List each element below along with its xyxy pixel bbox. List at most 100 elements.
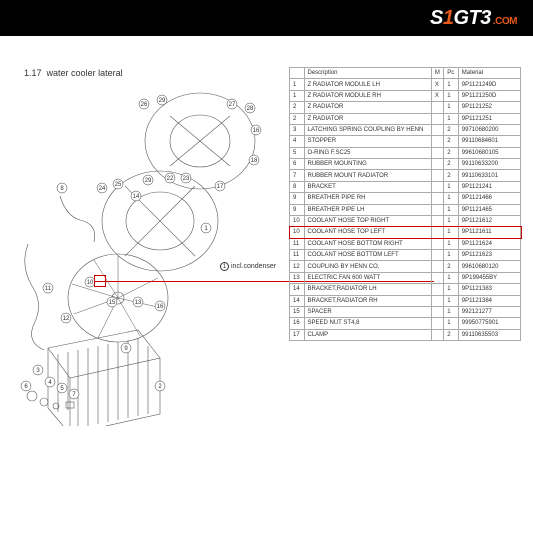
parts-table: Description M Pc Material 1Z RADIATOR MO… — [289, 67, 521, 341]
callout-15: 15 — [107, 297, 117, 307]
table-row: 11COOLANT HOSE BOTTOM LEFT19P1121623 — [290, 250, 521, 261]
callout-6: 6 — [21, 381, 31, 391]
cell-desc: BREATHER PIPE LH — [304, 204, 431, 215]
callout-4: 4 — [45, 377, 55, 387]
callout-18: 18 — [249, 155, 259, 165]
svg-text:11: 11 — [45, 286, 52, 292]
section-number: 1.17 — [24, 68, 42, 78]
cell-num: 6 — [290, 159, 305, 170]
cell-desc: COUPLING BY HENN CO. — [304, 261, 431, 272]
svg-text:29: 29 — [159, 98, 166, 104]
brand-gt3: GT3 — [453, 7, 490, 30]
cell-m — [431, 170, 443, 181]
cell-m — [431, 250, 443, 261]
cell-num: 12 — [290, 261, 305, 272]
cell-pc: 1 — [444, 318, 459, 329]
svg-text:16: 16 — [157, 304, 164, 310]
cell-mat: 9P1121465 — [458, 204, 520, 215]
cell-mat: 9P1121466 — [458, 193, 520, 204]
svg-text:14: 14 — [133, 194, 140, 200]
svg-text:25: 25 — [115, 182, 122, 188]
svg-text:24: 24 — [99, 186, 106, 192]
cell-m — [431, 147, 443, 158]
cell-m — [431, 238, 443, 249]
cell-pc: 1 — [444, 227, 459, 238]
cell-m — [431, 295, 443, 306]
callout-24: 24 — [97, 183, 107, 193]
cell-mat: 99610680105 — [458, 147, 520, 158]
cell-pc: 1 — [444, 102, 459, 113]
table-row: 7RUBBER MOUNT RADIATOR299110633101 — [290, 170, 521, 181]
table-row: 5O-RING F.SC25299610680105 — [290, 147, 521, 158]
svg-text:15: 15 — [109, 300, 116, 306]
cell-num: 14 — [290, 295, 305, 306]
cell-mat: 992121277 — [458, 306, 520, 317]
cell-mat: 9P1121383 — [458, 284, 520, 295]
cell-num: 1 — [290, 90, 305, 101]
cell-mat: 9P1121611 — [458, 227, 520, 238]
cell-m — [431, 136, 443, 147]
cell-pc: 1 — [444, 272, 459, 283]
cell-pc: 1 — [444, 306, 459, 317]
callout-note-number: 1 — [220, 262, 229, 271]
col-header-m: M — [431, 68, 443, 79]
cell-desc: RUBBER MOUNTING — [304, 159, 431, 170]
cell-pc: 1 — [444, 90, 459, 101]
cell-num: 5 — [290, 147, 305, 158]
callout-5: 5 — [57, 383, 67, 393]
cell-pc: 1 — [444, 250, 459, 261]
svg-text:27: 27 — [229, 102, 236, 108]
cell-num: 10 — [290, 227, 305, 238]
cell-num: 2 — [290, 102, 305, 113]
cell-pc: 1 — [444, 113, 459, 124]
callout-8: 8 — [57, 183, 67, 193]
cell-m — [431, 261, 443, 272]
cell-desc: BRACKET,RADIATOR RH — [304, 295, 431, 306]
col-header-pc: Pc — [444, 68, 459, 79]
cell-desc: COOLANT HOSE TOP LEFT — [304, 227, 431, 238]
cell-pc: 1 — [444, 215, 459, 226]
callout-11: 11 — [43, 283, 53, 293]
cell-num: 9 — [290, 193, 305, 204]
cell-mat: 9P1121250D — [458, 90, 520, 101]
cell-desc: RUBBER MOUNT RADIATOR — [304, 170, 431, 181]
col-header-desc: Description — [304, 68, 431, 79]
diagram-svg: 1 2 3 4 5 6 7 8 9 10 11 12 13 14 15 16 2… — [10, 86, 278, 426]
cell-desc: BRACKET,RADIATOR LH — [304, 284, 431, 295]
cell-pc: 2 — [444, 170, 459, 181]
table-row: 9BREATHER PIPE RH19P1121466 — [290, 193, 521, 204]
brand-logo: S1GT3.COM — [430, 7, 517, 30]
cell-mat: 9P1121251 — [458, 113, 520, 124]
svg-text:28: 28 — [247, 106, 254, 112]
cell-num: 13 — [290, 272, 305, 283]
callout-29a: 29 — [143, 175, 153, 185]
cell-mat: 9P199455BY — [458, 272, 520, 283]
cell-num: 14 — [290, 284, 305, 295]
table-row: 2Z RADIATOR19P1121251 — [290, 113, 521, 124]
cell-desc: Z RADIATOR — [304, 113, 431, 124]
cell-num: 11 — [290, 238, 305, 249]
callout-note-text: incl.condenser — [231, 263, 276, 270]
cell-num: 17 — [290, 329, 305, 340]
cell-desc: CLAMP — [304, 329, 431, 340]
svg-text:13: 13 — [135, 300, 142, 306]
callout-29b: 29 — [157, 95, 167, 105]
cell-mat: 99950775901 — [458, 318, 520, 329]
svg-text:26: 26 — [141, 102, 148, 108]
section-title: 1.17 water cooler lateral — [24, 68, 123, 78]
cell-desc: Z RADIATOR MODULE LH — [304, 79, 431, 90]
cell-pc: 2 — [444, 261, 459, 272]
table-row: 6RUBBER MOUNTING299110633200 — [290, 159, 521, 170]
cell-pc: 2 — [444, 147, 459, 158]
svg-text:18: 18 — [251, 158, 258, 164]
callout-note: 1incl.condenser — [220, 262, 276, 271]
callout-9: 9 — [121, 343, 131, 353]
callout-27: 27 — [227, 99, 237, 109]
table-row: 16SPEED NUT ST4,8199950775901 — [290, 318, 521, 329]
cell-desc: BREATHER PIPE RH — [304, 193, 431, 204]
cell-pc: 2 — [444, 136, 459, 147]
cell-desc: LATCHING SPRING COUPLING BY HENN — [304, 124, 431, 135]
cell-mat: 99710680200 — [458, 124, 520, 135]
callout-17: 17 — [215, 181, 225, 191]
cell-m — [431, 284, 443, 295]
